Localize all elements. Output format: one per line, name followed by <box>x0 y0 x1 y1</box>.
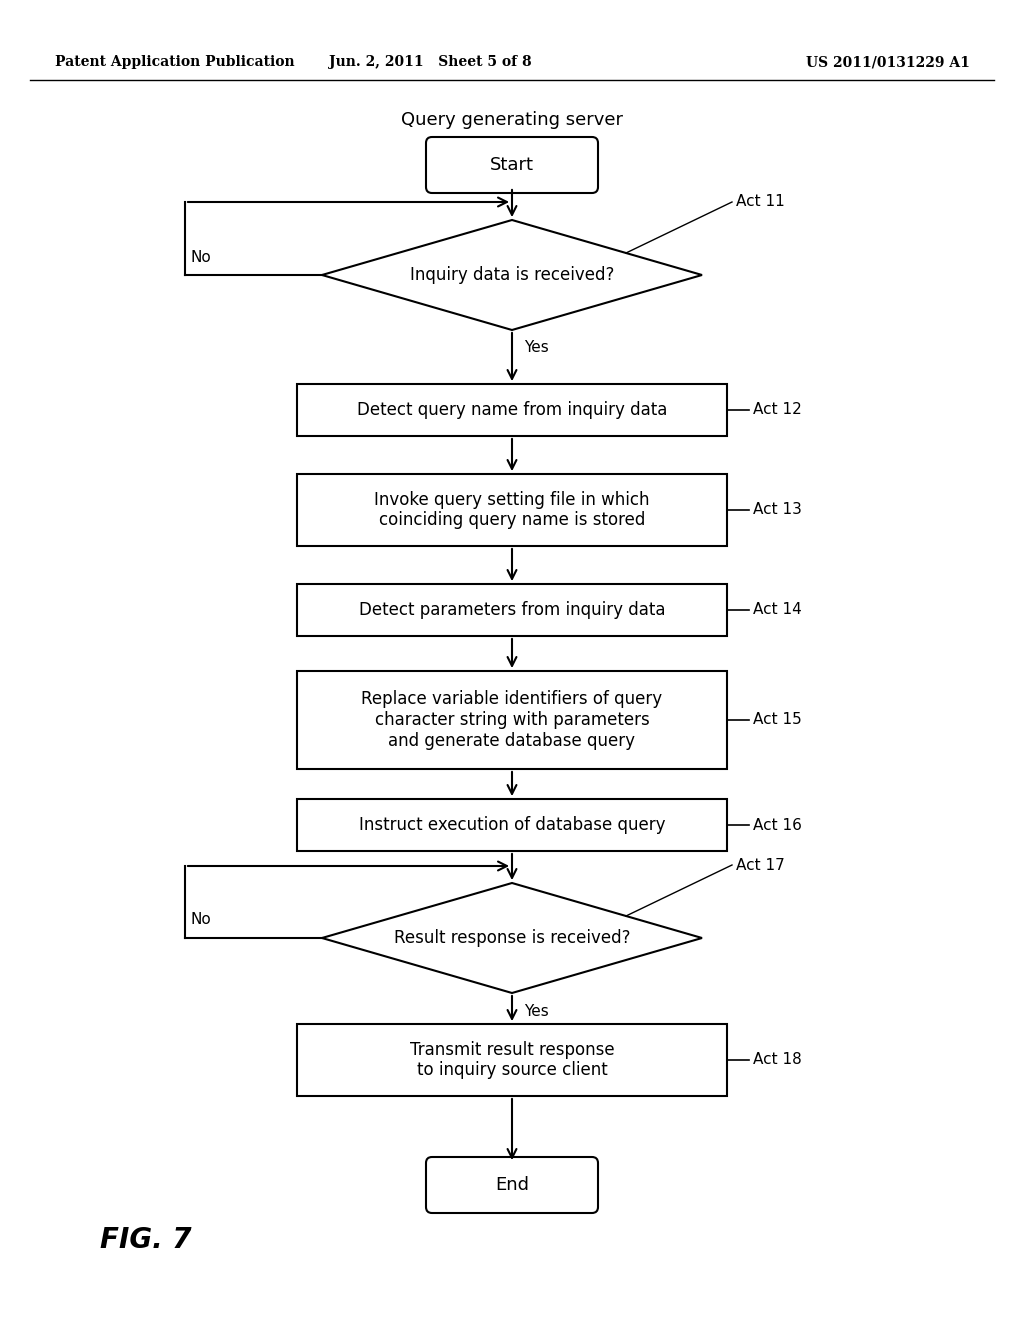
Text: Act 13: Act 13 <box>753 503 802 517</box>
Text: Invoke query setting file in which
coinciding query name is stored: Invoke query setting file in which coinc… <box>374 491 650 529</box>
Bar <box>297 474 727 546</box>
Text: End: End <box>495 1176 529 1195</box>
Text: Act 16: Act 16 <box>753 817 802 833</box>
Bar <box>297 583 727 636</box>
Text: No: No <box>191 912 212 928</box>
Text: Replace variable identifiers of query
character string with parameters
and gener: Replace variable identifiers of query ch… <box>361 690 663 750</box>
Text: Act 11: Act 11 <box>736 194 784 210</box>
Text: Act 17: Act 17 <box>736 858 784 873</box>
Text: Transmit result response
to inquiry source client: Transmit result response to inquiry sour… <box>410 1040 614 1080</box>
FancyBboxPatch shape <box>426 137 598 193</box>
Text: Start: Start <box>490 156 534 174</box>
Text: Act 12: Act 12 <box>753 403 802 417</box>
Text: Jun. 2, 2011   Sheet 5 of 8: Jun. 2, 2011 Sheet 5 of 8 <box>329 55 531 69</box>
Polygon shape <box>322 883 702 993</box>
Text: Inquiry data is received?: Inquiry data is received? <box>410 267 614 284</box>
Text: Patent Application Publication: Patent Application Publication <box>55 55 295 69</box>
Text: Detect query name from inquiry data: Detect query name from inquiry data <box>356 401 668 418</box>
Text: No: No <box>191 249 212 264</box>
Polygon shape <box>322 220 702 330</box>
FancyBboxPatch shape <box>426 1158 598 1213</box>
Text: Yes: Yes <box>524 341 549 355</box>
Bar <box>297 671 727 770</box>
Text: Query generating server: Query generating server <box>401 111 623 129</box>
Text: FIG. 7: FIG. 7 <box>100 1226 191 1254</box>
Bar <box>297 384 727 436</box>
Text: Yes: Yes <box>524 1003 549 1019</box>
Text: Instruct execution of database query: Instruct execution of database query <box>358 816 666 834</box>
Bar <box>297 799 727 851</box>
Text: Act 18: Act 18 <box>753 1052 802 1068</box>
Text: US 2011/0131229 A1: US 2011/0131229 A1 <box>806 55 970 69</box>
Text: Act 15: Act 15 <box>753 713 802 727</box>
Text: Act 14: Act 14 <box>753 602 802 618</box>
Text: Detect parameters from inquiry data: Detect parameters from inquiry data <box>358 601 666 619</box>
Bar <box>297 1024 727 1096</box>
Text: Result response is received?: Result response is received? <box>394 929 630 946</box>
